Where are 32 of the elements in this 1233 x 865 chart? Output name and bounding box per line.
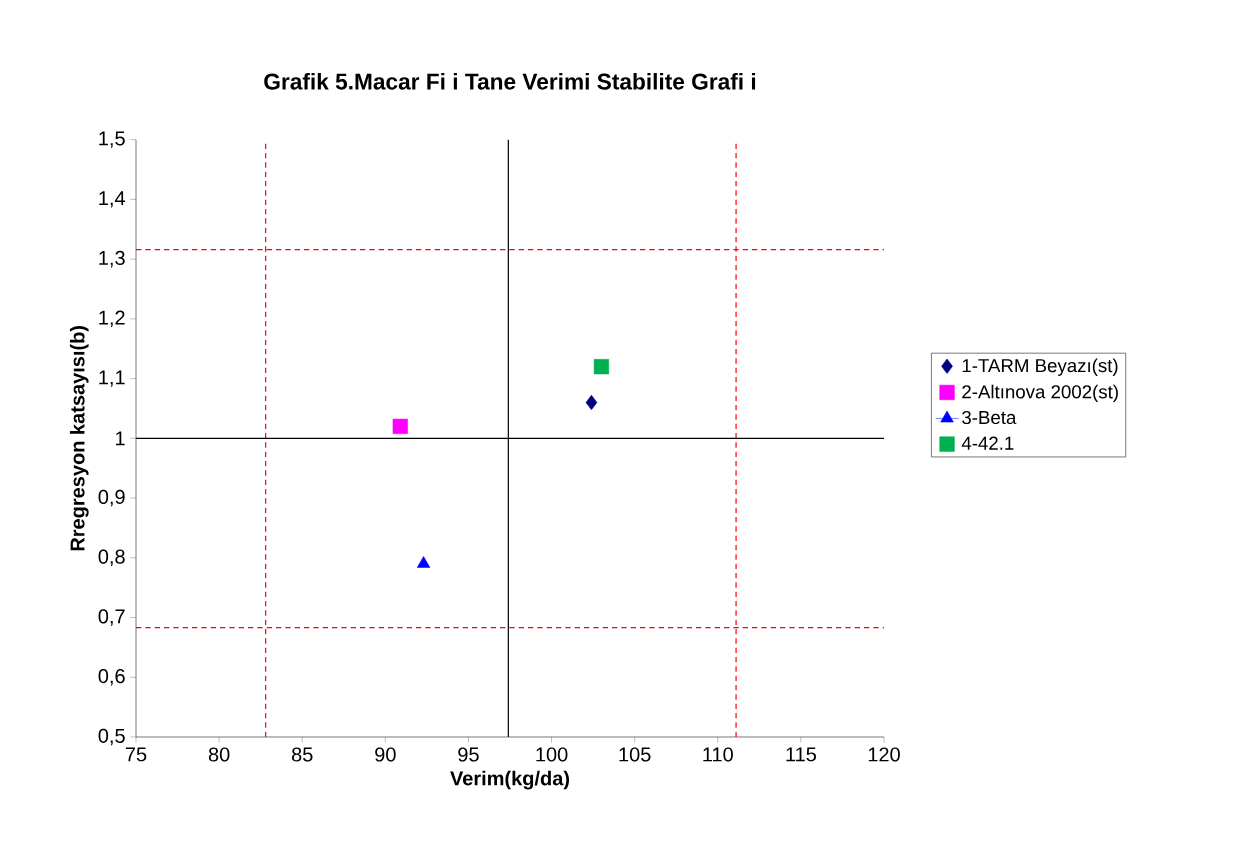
- x-tick-label: 90: [375, 747, 396, 762]
- y-tick-label: 0,5: [98, 728, 125, 746]
- y-tick-label: 1: [116, 431, 125, 446]
- x-tick-label: 115: [786, 747, 816, 762]
- x-tick-label: 100: [536, 747, 568, 762]
- y-tick-label: 0,9: [98, 489, 125, 507]
- x-tick-label: 75: [125, 747, 147, 762]
- x-tick-label: 85: [291, 747, 313, 762]
- x-axis-title: Verim(kg/da): [450, 770, 570, 790]
- y-tick-label: 1,2: [99, 310, 125, 328]
- y-tick-label: 1,5: [99, 131, 125, 148]
- x-tick-label: 120: [868, 747, 900, 762]
- y-tick-label: 0,6: [98, 669, 125, 686]
- legend-label: 1-TARM Beyazı(st): [962, 358, 1118, 376]
- point: [416, 556, 431, 568]
- point: [392, 418, 408, 434]
- legend-label: 4-42.1: [961, 436, 1014, 450]
- chart-title: Grafik 5.Macar Fi i Tane Verimi Stabilite Grafi i: [264, 72, 756, 90]
- y-axis-title: Rregresyon katsayısı(b): [69, 325, 89, 551]
- point: [585, 394, 598, 411]
- x-tick-label: 110: [703, 747, 733, 762]
- legend-label: 3-Beta: [962, 410, 1017, 425]
- y-tick-label: 1,1: [99, 370, 125, 387]
- y-tick-label: 1,4: [99, 191, 126, 208]
- y-tick-label: 0,7: [98, 609, 125, 626]
- point: [593, 359, 610, 375]
- legend-label: 2-Altınova 2002(st): [962, 384, 1118, 403]
- x-tick-label: 105: [619, 747, 651, 762]
- x-tick-label: 80: [208, 747, 230, 762]
- x-tick-label: 95: [458, 747, 479, 762]
- y-tick-label: 1,3: [99, 250, 125, 268]
- y-tick-label: 0,8: [98, 549, 125, 567]
